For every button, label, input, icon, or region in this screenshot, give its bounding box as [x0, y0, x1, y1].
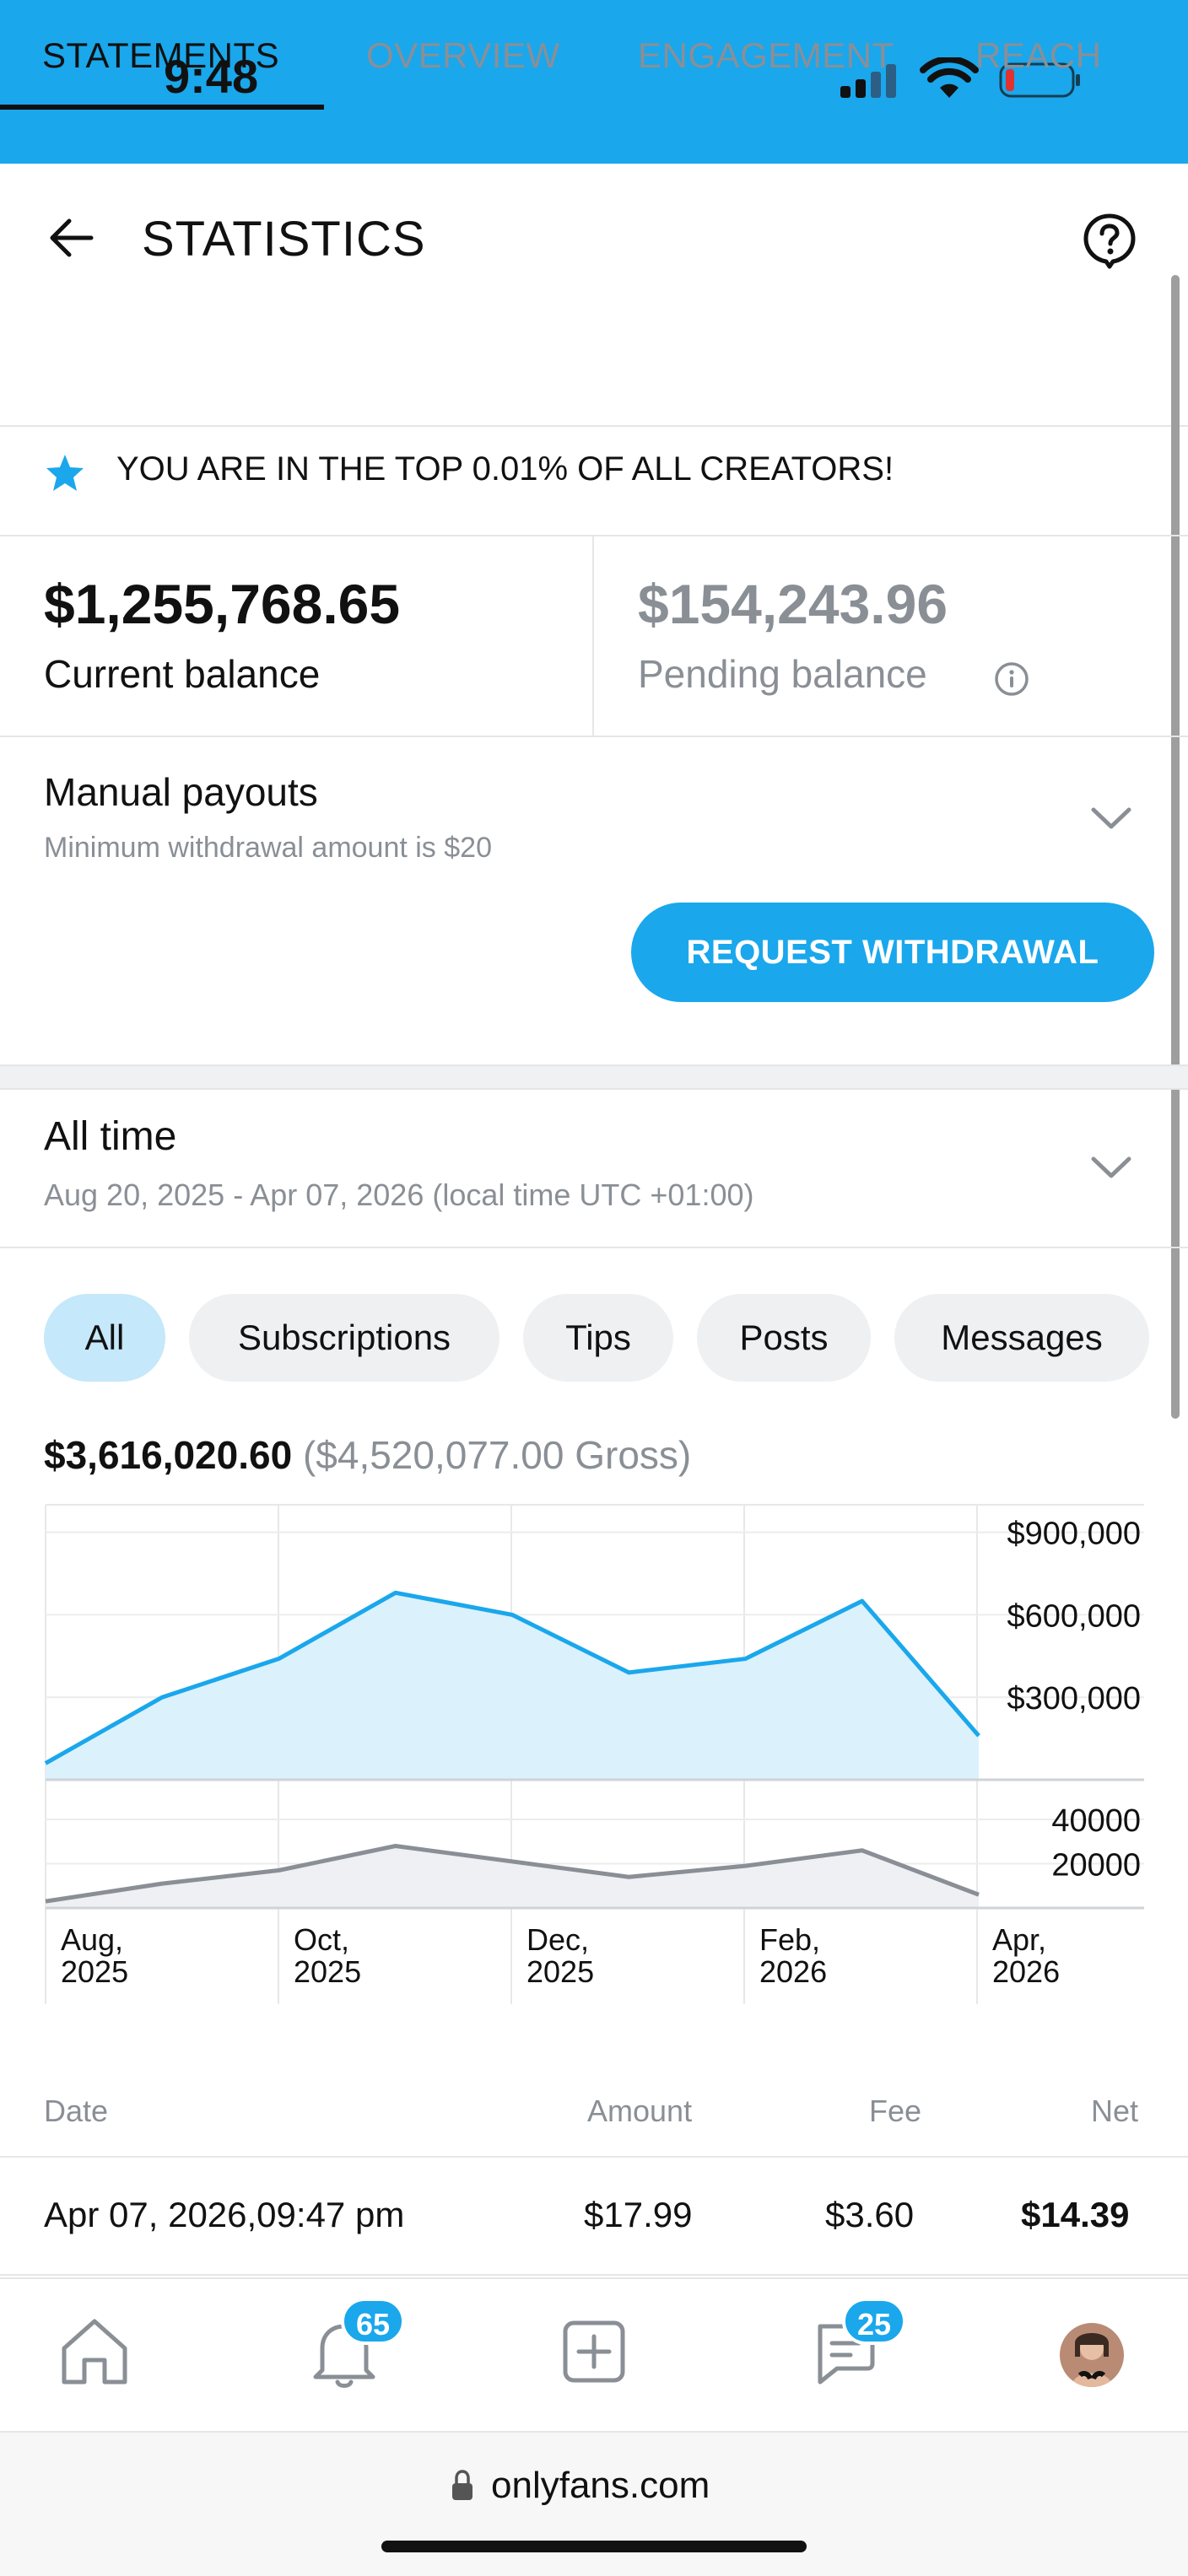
- period-range: Aug 20, 2025 - Apr 07, 2026 (local time …: [44, 1178, 754, 1212]
- avatar[interactable]: [1060, 2323, 1124, 2387]
- filter-chip-subscriptions[interactable]: Subscriptions: [189, 1294, 500, 1382]
- x-tick-label: 2025: [526, 1954, 594, 1989]
- series-area: [46, 1592, 979, 1780]
- y-tick-label: 20000: [1051, 1848, 1141, 1883]
- x-tick-label: Oct,: [294, 1922, 349, 1957]
- section-separator: [0, 1064, 1188, 1088]
- y-tick-label: $900,000: [1007, 1517, 1142, 1552]
- x-tick-label: 2025: [61, 1954, 128, 1989]
- tab-overview[interactable]: OVERVIEW: [366, 35, 560, 75]
- lock-icon: [452, 2470, 472, 2500]
- status-bar: [0, 0, 1188, 164]
- table-header: [0, 2087, 1188, 2158]
- balances-panel: [0, 536, 1188, 737]
- messages-badge: 25: [842, 2298, 907, 2345]
- divider: [592, 536, 594, 737]
- filter-chip-tips[interactable]: Tips: [523, 1294, 673, 1382]
- home-indicator: [381, 2541, 807, 2552]
- y-tick-label: $300,000: [1007, 1681, 1142, 1716]
- pending-balance-amount: $154,243.96: [638, 573, 948, 635]
- cell-fee: $3.60: [825, 2195, 915, 2234]
- arrow-left-icon[interactable]: [46, 211, 100, 265]
- star-icon: [46, 455, 84, 491]
- withdrawal-minimum-note: Minimum withdrawal amount is $20: [44, 832, 492, 864]
- x-tick-label: Dec,: [526, 1922, 589, 1957]
- gross-total: ($4,520,077.00 Gross): [302, 1433, 692, 1477]
- filter-chip-posts[interactable]: Posts: [697, 1294, 871, 1382]
- column-header-amount: Amount: [587, 2094, 693, 2128]
- active-tab-indicator: [0, 105, 324, 110]
- row-divider: [0, 2274, 1188, 2276]
- y-tick-label: 40000: [1051, 1803, 1141, 1839]
- y-tick-label: $600,000: [1007, 1598, 1142, 1634]
- cell-amount: $17.99: [584, 2195, 693, 2234]
- tab-reach[interactable]: REACH: [975, 35, 1102, 75]
- current-balance-label: Current balance: [44, 652, 321, 696]
- x-tick-label: 2025: [294, 1954, 361, 1989]
- browser-url-text[interactable]: onlyfans.com: [491, 2465, 710, 2506]
- column-header-fee: Fee: [869, 2094, 922, 2128]
- tab-engagement[interactable]: ENGAGEMENT: [638, 35, 894, 75]
- chevron-down-icon[interactable]: [1088, 801, 1134, 835]
- top-creator-text: YOU ARE IN THE TOP 0.01% OF ALL CREATORS…: [116, 450, 894, 488]
- filter-chip-messages[interactable]: Messages: [894, 1294, 1149, 1382]
- series-area: [46, 1846, 979, 1908]
- tab-statements[interactable]: STATEMENTS: [42, 35, 280, 75]
- question-bubble-icon[interactable]: [1080, 211, 1139, 270]
- pending-balance-label: Pending balance: [638, 652, 927, 696]
- wifi-icon: [920, 57, 979, 98]
- period-title[interactable]: All time: [44, 1114, 177, 1159]
- earnings-total: $3,616,020.60 ($4,520,077.00 Gross): [44, 1432, 691, 1478]
- home-icon[interactable]: [54, 2311, 135, 2392]
- series-line: [45, 1844, 980, 1904]
- current-balance-amount: $1,255,768.65: [44, 573, 401, 635]
- battery-icon: [999, 62, 1080, 98]
- earnings-chart: $900,000$600,000$300,0004000020000Aug,20…: [44, 1504, 1144, 2004]
- filter-chip-all[interactable]: All: [44, 1294, 165, 1382]
- x-tick-label: Aug,: [61, 1922, 123, 1957]
- cell-net: $14.39: [1021, 2195, 1130, 2234]
- x-tick-label: Apr,: [992, 1922, 1046, 1957]
- x-tick-label: 2026: [992, 1954, 1060, 1989]
- info-icon[interactable]: [992, 660, 1031, 698]
- x-tick-label: Feb,: [759, 1922, 820, 1957]
- chevron-down-icon[interactable]: [1088, 1151, 1134, 1184]
- x-tick-label: 2026: [759, 1954, 827, 1989]
- request-withdrawal-button[interactable]: REQUEST WITHDRAWAL: [631, 903, 1154, 1002]
- scrollbar[interactable]: [1171, 275, 1180, 1419]
- column-header-net: Net: [1091, 2094, 1139, 2128]
- net-total: $3,616,020.60: [44, 1433, 293, 1477]
- top-creator-banner: [0, 427, 1188, 536]
- column-header-date: Date: [44, 2094, 109, 2128]
- plus-square-icon[interactable]: [554, 2311, 634, 2392]
- period-selector[interactable]: [0, 1088, 1188, 1248]
- notifications-badge: 65: [341, 2298, 406, 2345]
- tab-bar: [0, 315, 1188, 427]
- cell-date[interactable]: Apr 07, 2026,09:47 pm: [44, 2195, 405, 2234]
- signal-icon: [840, 64, 896, 98]
- series-line: [44, 1590, 980, 1765]
- status-time: 9:48: [164, 50, 259, 103]
- page-title: STATISTICS: [142, 212, 426, 267]
- manual-payouts-title[interactable]: Manual payouts: [44, 770, 318, 814]
